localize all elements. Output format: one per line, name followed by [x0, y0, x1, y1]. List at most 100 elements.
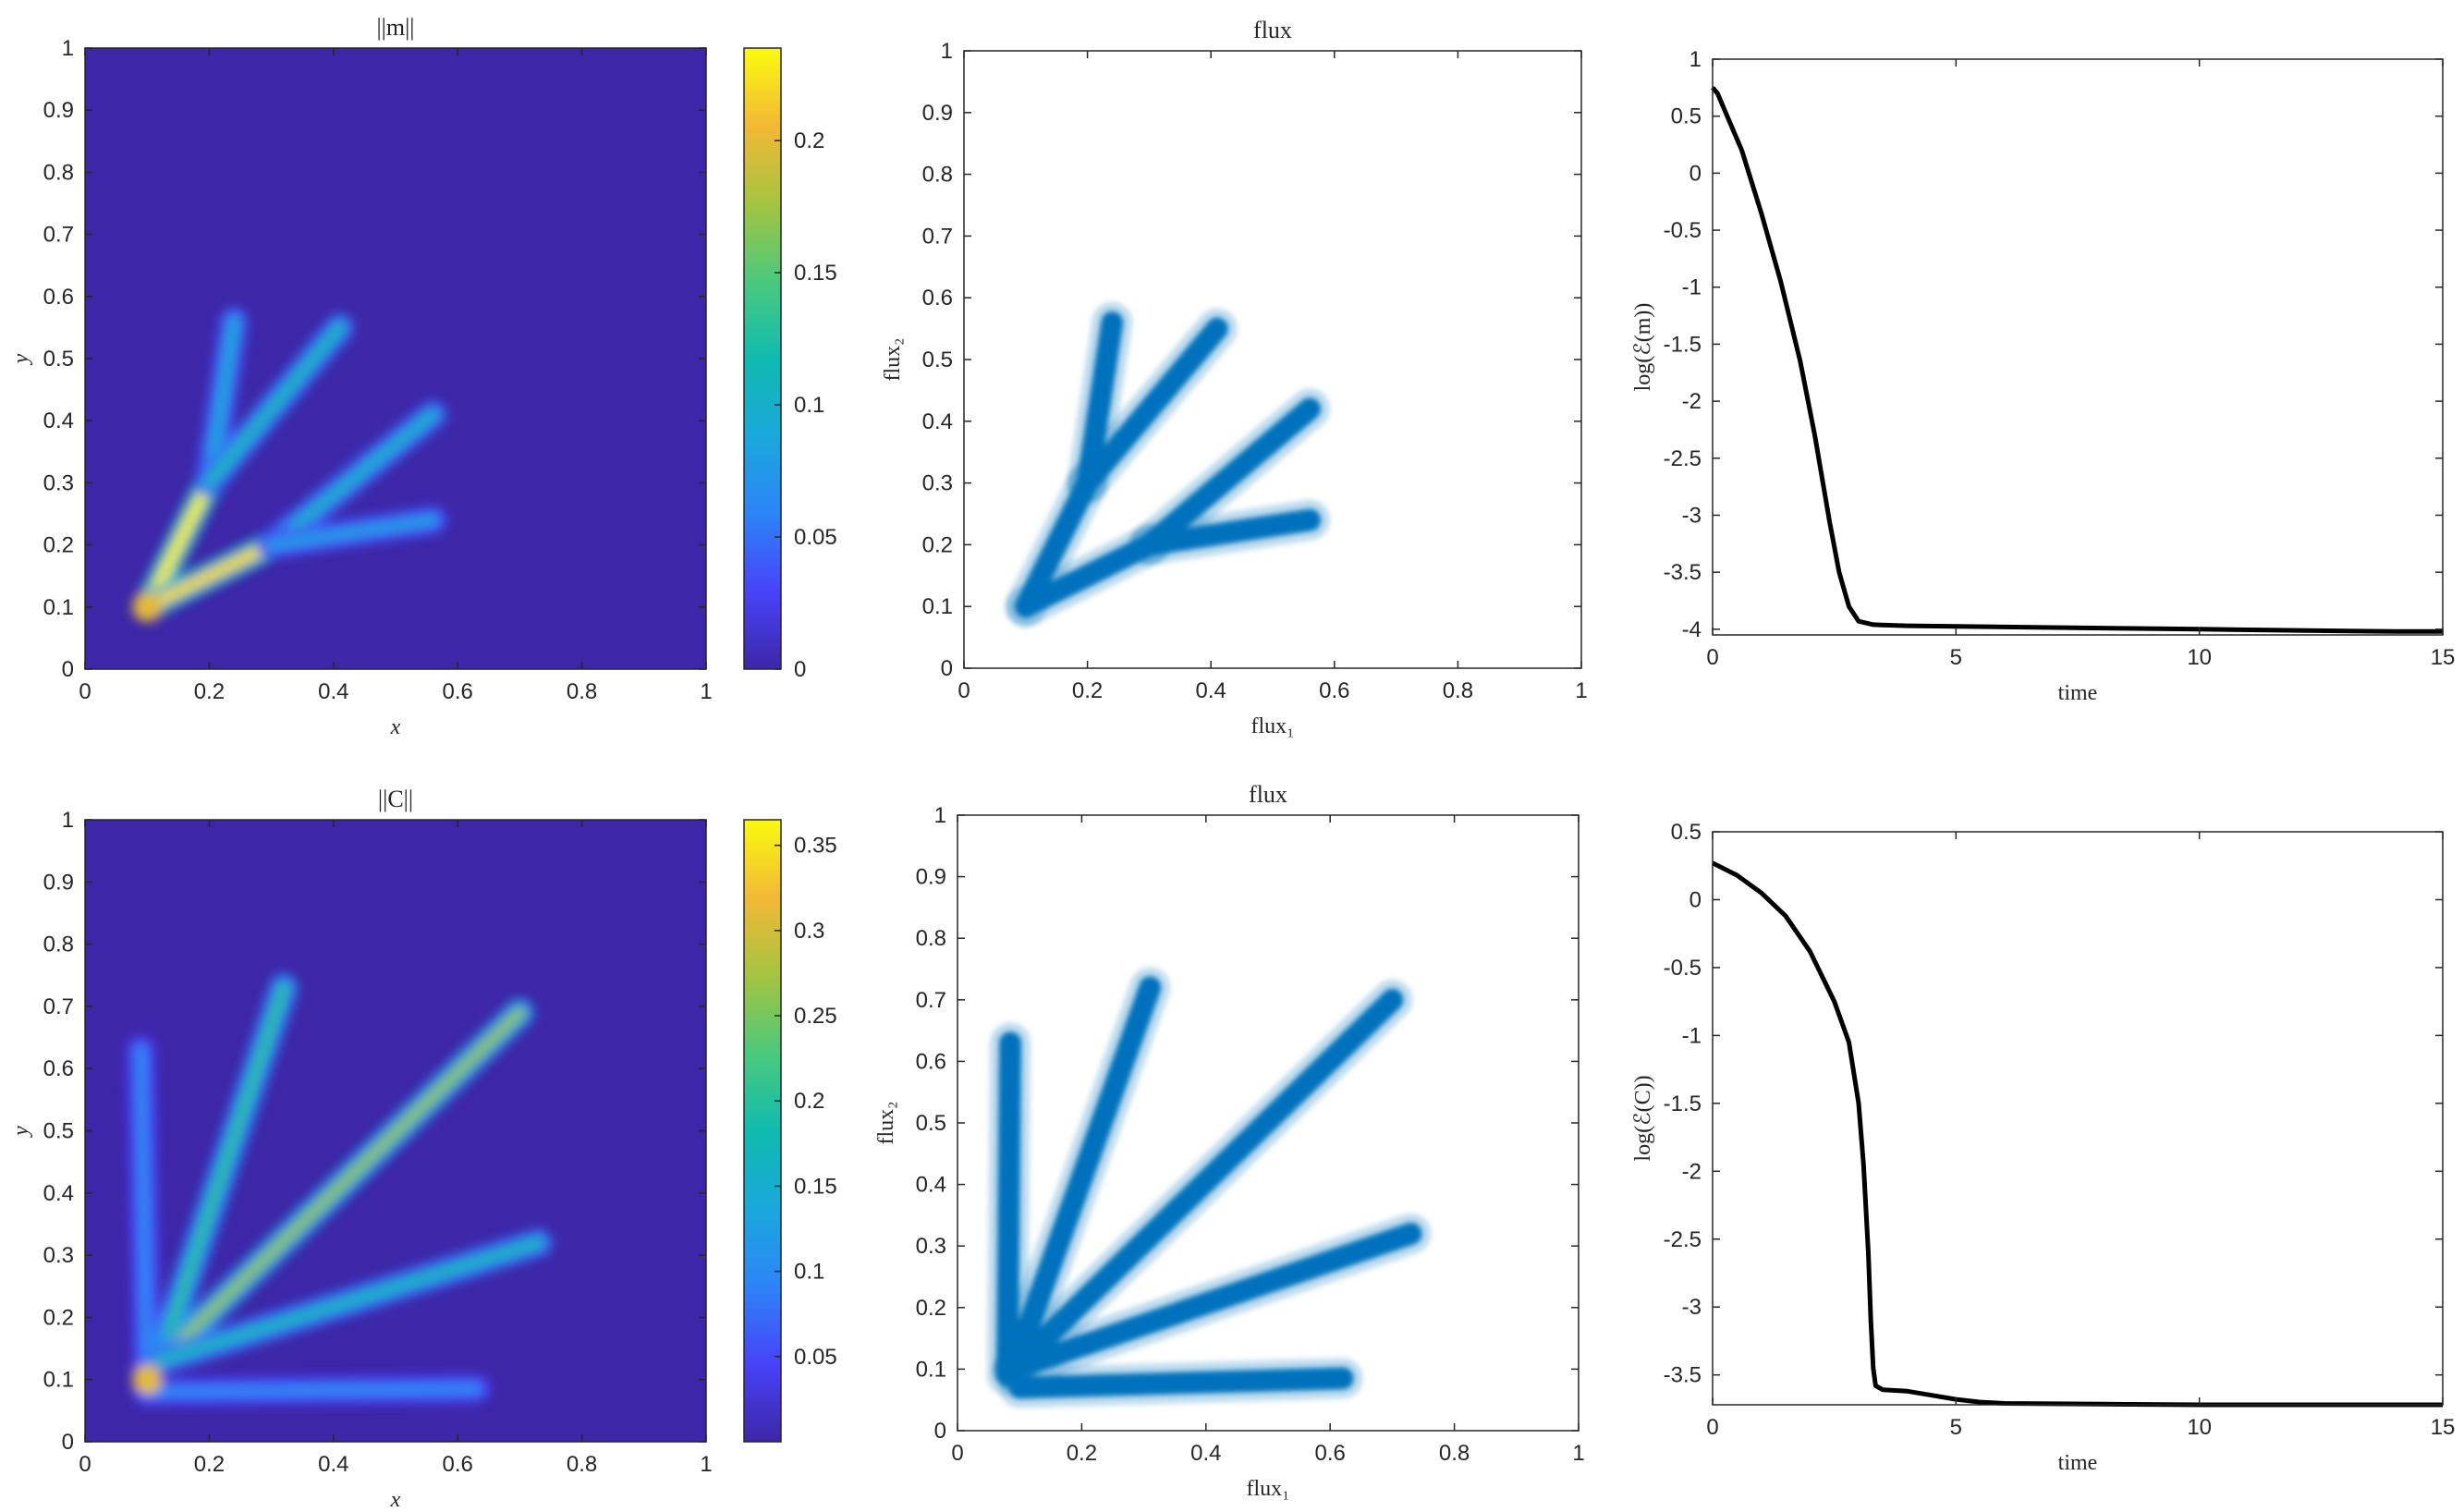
scatter-point — [1093, 1335, 1104, 1346]
scatter-point — [1259, 443, 1269, 453]
colorbar-frame — [743, 47, 782, 670]
scatter-point — [1151, 1316, 1161, 1326]
scatter-point — [1038, 592, 1048, 603]
scatter-point — [1055, 530, 1066, 541]
y-tick-label: 0.2 — [922, 532, 953, 557]
x-tick-label: 0 — [958, 678, 970, 703]
scatter-point — [1176, 1378, 1186, 1388]
x-tick-label: 0.4 — [1190, 1441, 1221, 1466]
y-tick-label: 0 — [62, 1430, 74, 1455]
scatter-point — [1167, 536, 1177, 546]
x-axis-label: x — [390, 715, 401, 739]
x-axis-label: time — [2058, 681, 2098, 705]
scatter-point — [1138, 412, 1148, 422]
y-tick-label: 1 — [941, 39, 953, 64]
scatter-point — [1236, 526, 1246, 536]
scatter-point — [1003, 1347, 1012, 1357]
scatter-point — [1004, 1227, 1014, 1238]
chart-title: flux — [1253, 17, 1292, 43]
y-tick-label: -1 — [1682, 1023, 1702, 1048]
scatter-point — [1135, 1009, 1145, 1019]
y-tick-label: 0.1 — [916, 1357, 946, 1382]
x-axis-label: flux₁ — [1246, 1477, 1289, 1501]
scatter-point — [1291, 1374, 1301, 1384]
x-tick-label: 0.2 — [194, 1452, 225, 1477]
scatter-point — [1155, 538, 1165, 548]
y-tick-label: 0 — [1689, 161, 1702, 186]
line-series — [1711, 860, 2443, 1408]
y-tick-label: 0.3 — [922, 471, 953, 496]
scatter-point — [1037, 1354, 1047, 1364]
colorbar-tick-label: 0 — [794, 657, 806, 682]
scatter-point — [1167, 520, 1177, 530]
scatter-point — [1349, 1248, 1360, 1258]
y-tick-label: 0.4 — [43, 408, 74, 433]
y-tick-label: 0.3 — [43, 1243, 74, 1268]
scatter-point — [1082, 570, 1092, 580]
scatter-point — [1096, 386, 1106, 396]
y-tick-label: 0.6 — [43, 285, 74, 310]
x-tick-label: 0.4 — [318, 1452, 348, 1477]
scatter-point — [1130, 1379, 1140, 1389]
x-axis-label: flux₁ — [1250, 714, 1294, 738]
scatter-point — [1109, 557, 1119, 567]
y-tick-label: 0.4 — [43, 1181, 74, 1206]
scatter-point — [1061, 1381, 1071, 1391]
heatmap-branch-6 — [265, 514, 439, 551]
scatter-point — [1003, 1251, 1013, 1262]
scatter-point — [1092, 421, 1102, 431]
scatter-point — [1106, 1091, 1116, 1102]
scatter-point — [1153, 1379, 1163, 1389]
scatter-point — [1063, 1311, 1073, 1322]
scatter-point — [1282, 423, 1292, 433]
scatter-point — [1127, 548, 1137, 558]
scatter-point — [1270, 520, 1280, 530]
scatter-point — [1333, 1047, 1343, 1057]
colorbar-tick-label: 0.15 — [794, 1174, 837, 1199]
y-tick-label: 0 — [941, 656, 953, 681]
scatter-point — [1117, 553, 1128, 563]
y-tick-label: -2.5 — [1664, 1227, 1702, 1252]
y-tick-label: 0.1 — [43, 595, 74, 620]
scatter-point — [1126, 1037, 1136, 1047]
scatter-point — [1092, 467, 1102, 477]
plot-area — [1713, 59, 2443, 635]
scatter-point — [1128, 422, 1139, 433]
x-tick-label: 0.6 — [1319, 678, 1349, 703]
scatter-point — [1003, 1275, 1013, 1286]
scatter-point — [1005, 1133, 1015, 1143]
scatter-point — [1147, 401, 1157, 411]
heatmap-field — [127, 973, 553, 1407]
scatter-point — [1145, 982, 1155, 993]
y-tick-label: 0.8 — [916, 926, 946, 951]
scatter-point — [1005, 1085, 1015, 1095]
scatter-point — [1100, 562, 1110, 572]
x-tick-label: 0 — [951, 1441, 963, 1466]
scatter-point — [1005, 1109, 1015, 1119]
scatter-point — [1293, 517, 1303, 527]
heatmap-branch-1 — [141, 477, 215, 613]
x-tick-label: 0 — [1706, 1415, 1718, 1440]
scatter-point — [1175, 368, 1185, 378]
scatter-point — [1184, 357, 1194, 367]
scatter-point — [1178, 534, 1189, 544]
scatter-point — [1094, 397, 1104, 408]
y-tick-label: 1 — [1689, 47, 1702, 72]
y-axis-label: y — [9, 1126, 33, 1138]
x-axis-label: x — [390, 1488, 401, 1512]
colorbar-tick-label: 0.05 — [794, 525, 837, 550]
y-tick-label: -0.5 — [1664, 956, 1702, 981]
scatter-point — [1202, 530, 1212, 541]
scatter-point — [1156, 390, 1166, 400]
x-tick-label: 0.6 — [443, 679, 473, 704]
colorbar-tick-label: 0.3 — [794, 919, 824, 944]
scatter-point — [1144, 540, 1154, 550]
y-tick-label: 0.8 — [43, 160, 74, 185]
chart-title: flux — [1249, 781, 1287, 808]
y-tick-label: -3.5 — [1664, 1363, 1702, 1388]
y-tick-label: -3 — [1682, 1295, 1702, 1320]
scatter-point — [1321, 1258, 1331, 1268]
scatter-point — [1193, 346, 1203, 356]
heatmap-branch-1 — [135, 1044, 153, 1385]
x-tick-label: 0 — [79, 1452, 91, 1477]
